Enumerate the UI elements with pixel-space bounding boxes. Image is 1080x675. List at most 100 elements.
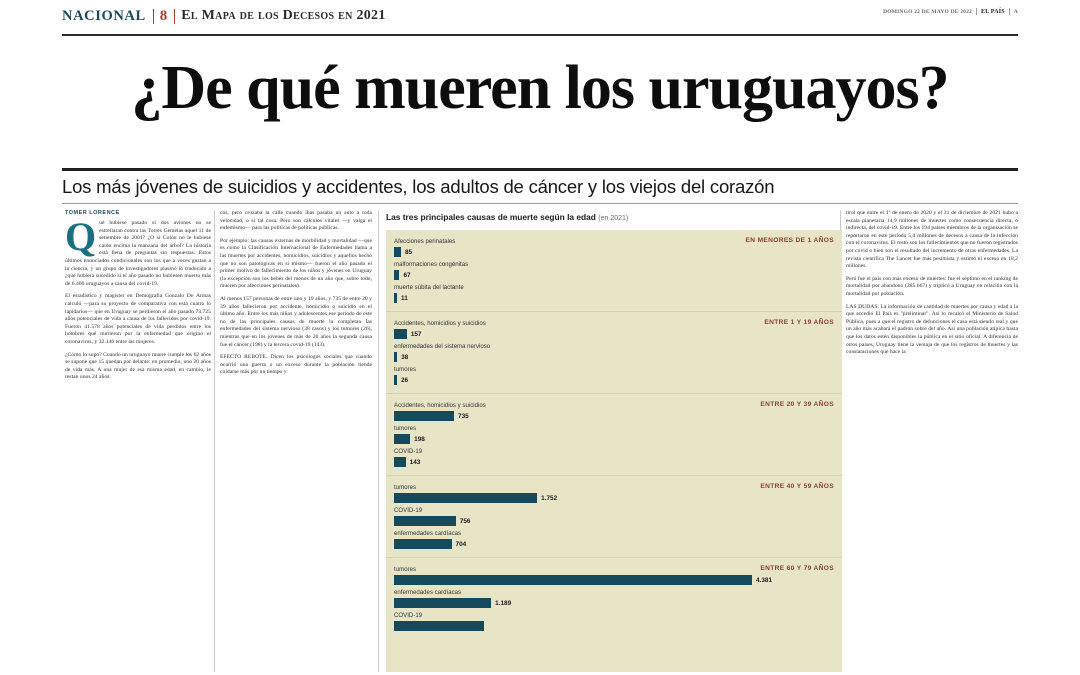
chart-bar: [394, 411, 455, 421]
bar-category-label: enfermedades del sistema nervioso: [394, 343, 491, 350]
paragraph-text: tirol que entre el 1º de enero de 2020 y…: [846, 210, 1018, 270]
bar-category-label: Afecciones perinatales: [394, 238, 456, 245]
bar-line: 11: [394, 293, 834, 303]
paragraph: El estadístico y magíster en Demografía …: [65, 293, 211, 346]
column-divider-2: [378, 210, 379, 672]
chart-bar: [394, 493, 538, 503]
age-range-label: ENTRE 40 Y 59 AÑOS: [760, 483, 834, 490]
paragraph-text: ¿Cómo lo supo? Cuando un uruguayo muere …: [65, 351, 211, 381]
chart-bar: [394, 270, 400, 280]
chart-bar-row: enfermedades cardíacas 1.189: [394, 588, 834, 608]
bar-category-label: enfermedades cardíacas: [394, 589, 462, 596]
masthead-divider-1: [152, 9, 154, 24]
bar-value-label: 11: [401, 294, 408, 302]
bar-line: 1.189: [394, 598, 834, 608]
age-range-label: ENTRE 20 Y 39 AÑOS: [760, 401, 834, 408]
bar-line: 157: [394, 329, 834, 339]
bar-value-label: 704: [455, 540, 467, 548]
bar-value-label: 198: [414, 435, 425, 443]
page-subtitle: Los más jóvenes de suicidios y accidente…: [62, 176, 775, 197]
bar-category-label: COVID-19: [394, 448, 423, 455]
bar-value-label: 756: [459, 517, 471, 525]
article-column-4: tirol que entre el 1º de enero de 2020 y…: [846, 210, 1018, 362]
bar-category-label: tumores: [394, 366, 417, 373]
paragraph: ¿Cómo lo supo? Cuando un uruguayo muere …: [65, 352, 211, 382]
drop-cap: Q: [65, 214, 97, 259]
chart-bar: [394, 293, 397, 303]
bar-line: 38: [394, 352, 834, 362]
paragraph-text: LAS DUDAS. La información de cantidad de…: [846, 303, 1018, 356]
masthead-page-number: 8: [159, 8, 168, 24]
chart-group: ENTRE 60 Y 79 AÑOS tumores 4.381 enfermedad…: [386, 557, 842, 639]
bar-line: 26: [394, 375, 834, 385]
paragraph-text: EFECTO REBOTE. Dicen los psicólogos soci…: [220, 354, 372, 376]
masthead-section: NACIONAL: [62, 8, 146, 24]
chart-bar-row: tumores 4.381: [394, 565, 834, 585]
age-range-label: ENTRE 60 Y 79 AÑOS: [760, 565, 834, 572]
chart-bar: [394, 329, 407, 339]
chart-bar-row: COVID-19: [394, 611, 834, 631]
masthead-edition: A: [1013, 8, 1018, 15]
bar-value-label: 26: [401, 376, 409, 384]
subtitle-rule-top: [62, 168, 1018, 171]
article-byline: TOMER LORENCE: [65, 210, 120, 216]
paragraph: Al menos 157 personas de entre uno y 19 …: [220, 296, 372, 349]
masthead-divider-2: [174, 9, 176, 24]
chart-subtitle: (en 2021): [598, 215, 629, 222]
chart-bar: [394, 516, 456, 526]
chart-bar-row: enfermedades cardíacas 704: [394, 529, 834, 549]
paragraph-text: cos, pero cruzaba la calle cuando ibas p…: [220, 210, 372, 232]
chart-group: ENTRE 1 Y 19 AÑOS Accidentes, homicidios …: [386, 311, 842, 393]
age-range-label: ENTRE 1 Y 19 AÑOS: [764, 319, 834, 326]
masthead-divider-3: [976, 8, 977, 15]
chart-bar-row: Accidentes, homicidios y suicidios 735: [394, 401, 834, 421]
bar-line: 704: [394, 539, 834, 549]
bar-category-label: malformaciones congénitas: [394, 261, 469, 268]
chart-bar: [394, 621, 484, 631]
bar-category-label: muerte súbita del lactante: [394, 284, 464, 291]
chart-bar-row: COVID-19 756: [394, 506, 834, 526]
bar-value-label: 85: [404, 248, 413, 256]
article-column-2: cos, pero cruzaba la calle cuando ibas p…: [220, 210, 372, 382]
bar-line: 4.381: [394, 575, 834, 585]
paragraph-text: ué hubiese pasado si dos aviones no se e…: [65, 220, 211, 287]
paragraph-text: Perú fue el país con más exceso de muert…: [846, 275, 1018, 297]
chart-bar-row: muerte súbita del lactante 11: [394, 283, 834, 303]
bar-category-label: tumores: [394, 484, 417, 491]
paragraph-text: Por ejemplo: las causas externas de morb…: [220, 237, 372, 290]
article-body-2: cos, pero cruzaba la calle cuando ibas p…: [220, 210, 372, 377]
chart-bar: [394, 575, 752, 585]
bar-line: [394, 621, 834, 631]
subtitle-rule-bottom: [62, 203, 1018, 204]
chart-bar-row: enfermedades del sistema nervioso 38: [394, 342, 834, 362]
bar-value-label: 157: [410, 330, 422, 338]
bar-line: 756: [394, 516, 834, 526]
paragraph: cos, pero cruzaba la calle cuando ibas p…: [220, 210, 372, 233]
bar-category-label: COVID-19: [394, 507, 423, 514]
bar-value-label: 735: [458, 412, 469, 420]
paragraph-text: El estadístico y magíster en Demografía …: [65, 293, 211, 345]
bar-category-label: COVID-19: [394, 612, 423, 619]
bar-value-label: 38: [401, 353, 409, 361]
chart-group: EN MENORES DE 1 AÑOS Afecciones perinatal…: [386, 230, 842, 311]
chart-bar-row: COVID-19 143: [394, 447, 834, 467]
chart-bar-row: tumores 198: [394, 424, 834, 444]
bar-value-label: 143: [409, 458, 421, 466]
chart-group: ENTRE 40 Y 59 AÑOS tumores 1.752 COVID-19 75…: [386, 475, 842, 557]
masthead-divider-4: [1008, 8, 1010, 15]
bar-value-label: 4.381: [756, 576, 772, 584]
bar-line: 143: [394, 457, 834, 467]
bar-line: 735: [394, 411, 834, 421]
chart-bar-row: tumores 1.752: [394, 483, 834, 503]
bar-line: 85: [394, 247, 834, 257]
bar-category-label: enfermedades cardíacas: [394, 530, 462, 537]
bar-category-label: Accidentes, homicidios y suicidios: [394, 320, 486, 327]
bar-value-label: 1.752: [541, 494, 558, 502]
bar-value-label: 1.189: [495, 599, 512, 607]
paragraph-text: Al menos 157 personas de entre uno y 19 …: [220, 295, 372, 348]
chart-group: ENTRE 20 Y 39 AÑOS Accidentes, homicidios…: [386, 393, 842, 475]
chart-bar-row: Accidentes, homicidios y suicidios 157: [394, 319, 834, 339]
